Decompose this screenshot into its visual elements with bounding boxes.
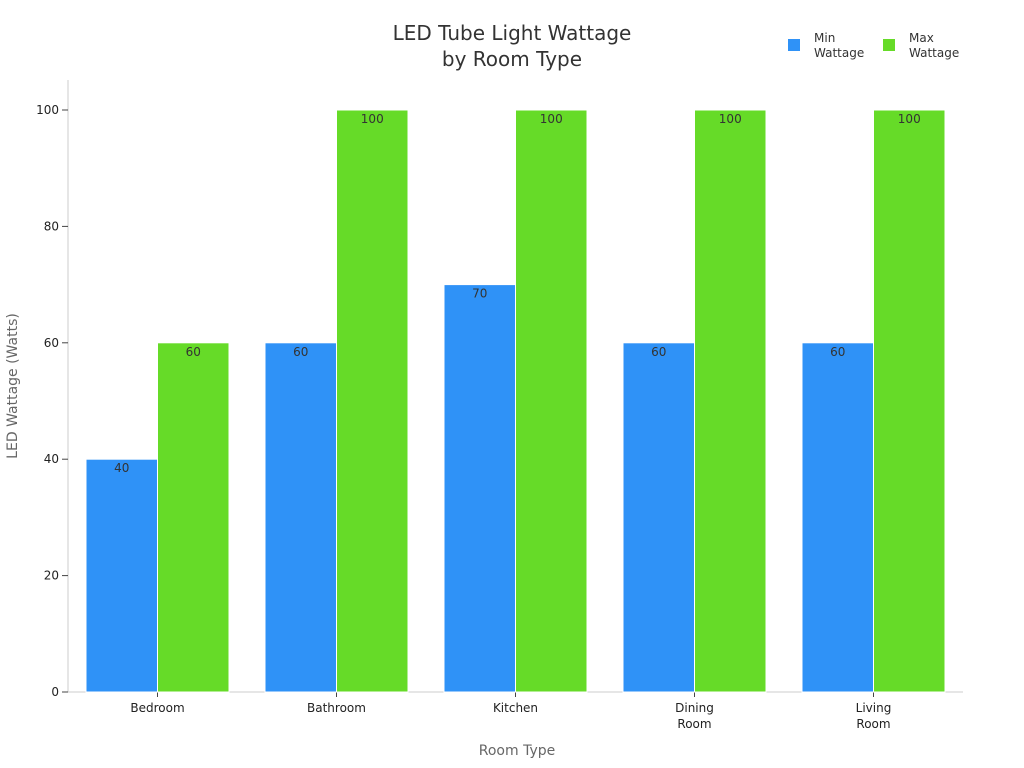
- bar-max-wattage: [336, 109, 409, 693]
- legend-swatch: [788, 39, 800, 51]
- y-tick-label: 60: [44, 336, 59, 350]
- x-tick-label: Room: [856, 717, 890, 731]
- bar-data-label: 100: [719, 112, 742, 126]
- bar-data-label: 60: [830, 345, 845, 359]
- bars: 40 60 60 100 70 100 60 100 60 100: [85, 109, 946, 693]
- bar-max-wattage: [157, 342, 230, 693]
- legend-label: Wattage: [909, 46, 959, 60]
- bar-min-wattage: [264, 342, 337, 693]
- y-tick-label: 40: [44, 452, 59, 466]
- bar-data-label: 60: [651, 345, 666, 359]
- bar-max-wattage: [694, 109, 767, 693]
- x-tick-label: Dining: [675, 701, 714, 715]
- bar-min-wattage: [85, 458, 158, 693]
- legend-label: Wattage: [814, 46, 864, 60]
- x-tick-label: Living: [856, 701, 892, 715]
- bar-data-label: 100: [898, 112, 921, 126]
- x-tick-label: Room: [677, 717, 711, 731]
- bar-data-label: 100: [361, 112, 384, 126]
- legend-label: Min: [814, 31, 835, 45]
- chart-title-line-1: LED Tube Light Wattage: [393, 21, 632, 45]
- y-axis-label: LED Wattage (Watts): [5, 313, 21, 459]
- chart-title: LED Tube Light Wattage by Room Type: [393, 21, 632, 71]
- bar-data-label: 60: [293, 345, 308, 359]
- y-tick-label: 20: [44, 569, 59, 583]
- bar-min-wattage: [443, 284, 516, 693]
- chart-title-line-2: by Room Type: [442, 47, 582, 71]
- bar-max-wattage: [515, 109, 588, 693]
- bar-min-wattage: [801, 342, 874, 693]
- x-tick-label: Kitchen: [493, 701, 538, 715]
- x-tick-label: Bathroom: [307, 701, 366, 715]
- x-axis-label: Room Type: [479, 743, 555, 759]
- x-tick-label: Bedroom: [130, 701, 184, 715]
- y-tick-label: 100: [36, 103, 59, 117]
- bar-data-label: 100: [540, 112, 563, 126]
- y-tick-label: 80: [44, 219, 59, 233]
- bar-max-wattage: [873, 109, 946, 693]
- bar-data-label: 60: [186, 345, 201, 359]
- legend-swatch: [883, 39, 895, 51]
- axes: 0 20 40 60 80 100 Bedroom Bathroom Kitchen Dining…: [36, 80, 963, 731]
- bar-data-label: 40: [114, 461, 129, 475]
- bar-min-wattage: [622, 342, 695, 693]
- bar-data-label: 70: [472, 287, 487, 301]
- legend-label: Max: [909, 31, 934, 45]
- y-tick-label: 0: [51, 685, 59, 699]
